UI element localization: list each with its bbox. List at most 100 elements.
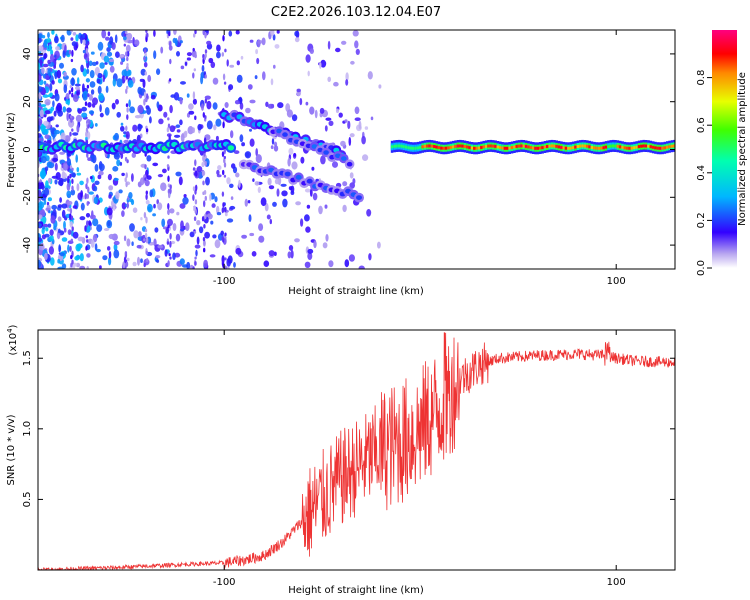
noise-speckle <box>340 140 346 147</box>
noise-streak <box>169 40 172 48</box>
noise-streak <box>146 32 149 38</box>
carrier-core <box>633 146 636 150</box>
y-tick-label: 40 <box>22 48 33 61</box>
carrier-core <box>468 146 471 150</box>
noise-speckle <box>319 107 325 114</box>
noise-streak <box>195 170 198 177</box>
noise-speckle <box>66 112 69 121</box>
noise-streak <box>167 117 170 121</box>
noise-speckle <box>247 200 251 204</box>
noise-speckle <box>96 248 101 253</box>
carrier-core <box>470 146 474 150</box>
noise-streak <box>69 84 73 89</box>
noise-speckle <box>216 205 220 214</box>
noise-speckle <box>173 30 177 35</box>
noise-speckle <box>61 203 68 209</box>
noise-speckle <box>61 237 68 242</box>
noise-streak <box>70 86 74 93</box>
carrier-core <box>597 146 601 150</box>
carrier-core <box>557 145 561 149</box>
noise-speckle <box>123 35 127 41</box>
noise-speckle <box>126 51 130 57</box>
noise-streak <box>221 191 225 197</box>
noise-streak <box>193 216 197 221</box>
noise-speckle <box>226 218 234 223</box>
noise-speckle <box>183 194 187 198</box>
noise-speckle <box>370 116 374 121</box>
noise-streak <box>71 92 74 98</box>
noise-speckle <box>196 166 203 173</box>
noise-speckle <box>80 190 83 198</box>
carrier-core <box>644 144 648 148</box>
noise-speckle <box>79 253 84 262</box>
noise-speckle <box>341 40 347 45</box>
noise-speckle <box>38 185 43 190</box>
carrier-core <box>407 146 410 150</box>
noise-speckle <box>116 111 121 118</box>
noise-speckle <box>40 104 47 108</box>
noise-speckle <box>60 34 65 43</box>
noise-speckle <box>348 136 352 146</box>
noise-speckle <box>129 106 136 114</box>
noise-speckle <box>75 114 82 123</box>
spectrogram-ylabel: Frequency (Hz) <box>6 112 17 188</box>
noise-speckle <box>120 125 125 132</box>
noise-speckle <box>90 89 95 95</box>
noise-speckle <box>87 157 92 162</box>
noise-speckle <box>236 74 243 83</box>
noise-streak <box>85 235 89 239</box>
carrier-core <box>477 146 481 150</box>
noise-speckle <box>99 163 105 172</box>
noise-speckle <box>140 258 143 264</box>
noise-speckle <box>186 57 191 61</box>
noise-speckle <box>55 46 60 51</box>
carrier-core <box>600 146 603 150</box>
noise-streak <box>204 213 207 220</box>
noise-speckle <box>138 231 142 238</box>
noise-speckle <box>249 128 252 132</box>
noise-speckle <box>145 199 150 205</box>
carrier-core <box>463 145 467 148</box>
noise-speckle <box>82 83 85 92</box>
noise-speckle <box>196 220 201 226</box>
noise-speckle <box>347 120 351 130</box>
spectral-blob <box>276 128 282 134</box>
noise-speckle <box>65 93 70 100</box>
carrier-core <box>564 146 568 150</box>
noise-streak <box>201 216 205 222</box>
noise-speckle <box>90 51 95 55</box>
carrier-core <box>531 146 535 150</box>
noise-speckle <box>49 235 54 242</box>
noise-streak <box>195 184 198 191</box>
noise-speckle <box>59 197 62 203</box>
noise-streak <box>169 187 172 194</box>
noise-speckle <box>59 252 65 257</box>
noise-streak <box>84 193 88 200</box>
noise-speckle <box>252 178 255 183</box>
noise-speckle <box>50 215 56 224</box>
noise-speckle <box>160 46 164 54</box>
noise-speckle <box>127 79 134 88</box>
snr-scale-prefix: (x10 <box>8 333 19 356</box>
noise-speckle <box>38 92 42 100</box>
noise-speckle <box>96 224 103 233</box>
noise-speckle <box>194 244 201 249</box>
noise-speckle <box>70 37 74 41</box>
carrier-core <box>456 144 460 148</box>
noise-streak <box>144 164 147 170</box>
noise-speckle <box>89 176 93 180</box>
noise-speckle <box>293 153 297 157</box>
carrier-core <box>661 146 664 150</box>
noise-streak <box>126 85 129 90</box>
noise-speckle <box>358 265 365 269</box>
noise-speckle <box>72 205 78 209</box>
carrier-core <box>426 144 429 148</box>
noise-streak <box>125 66 129 71</box>
noise-streak <box>221 52 224 57</box>
spectrogram-xlabel: Height of straight line (km) <box>288 286 424 297</box>
noise-speckle <box>74 83 81 87</box>
carrier-core <box>487 144 490 148</box>
noise-streak <box>145 30 148 33</box>
noise-speckle <box>272 201 277 207</box>
noise-speckle <box>140 217 143 221</box>
